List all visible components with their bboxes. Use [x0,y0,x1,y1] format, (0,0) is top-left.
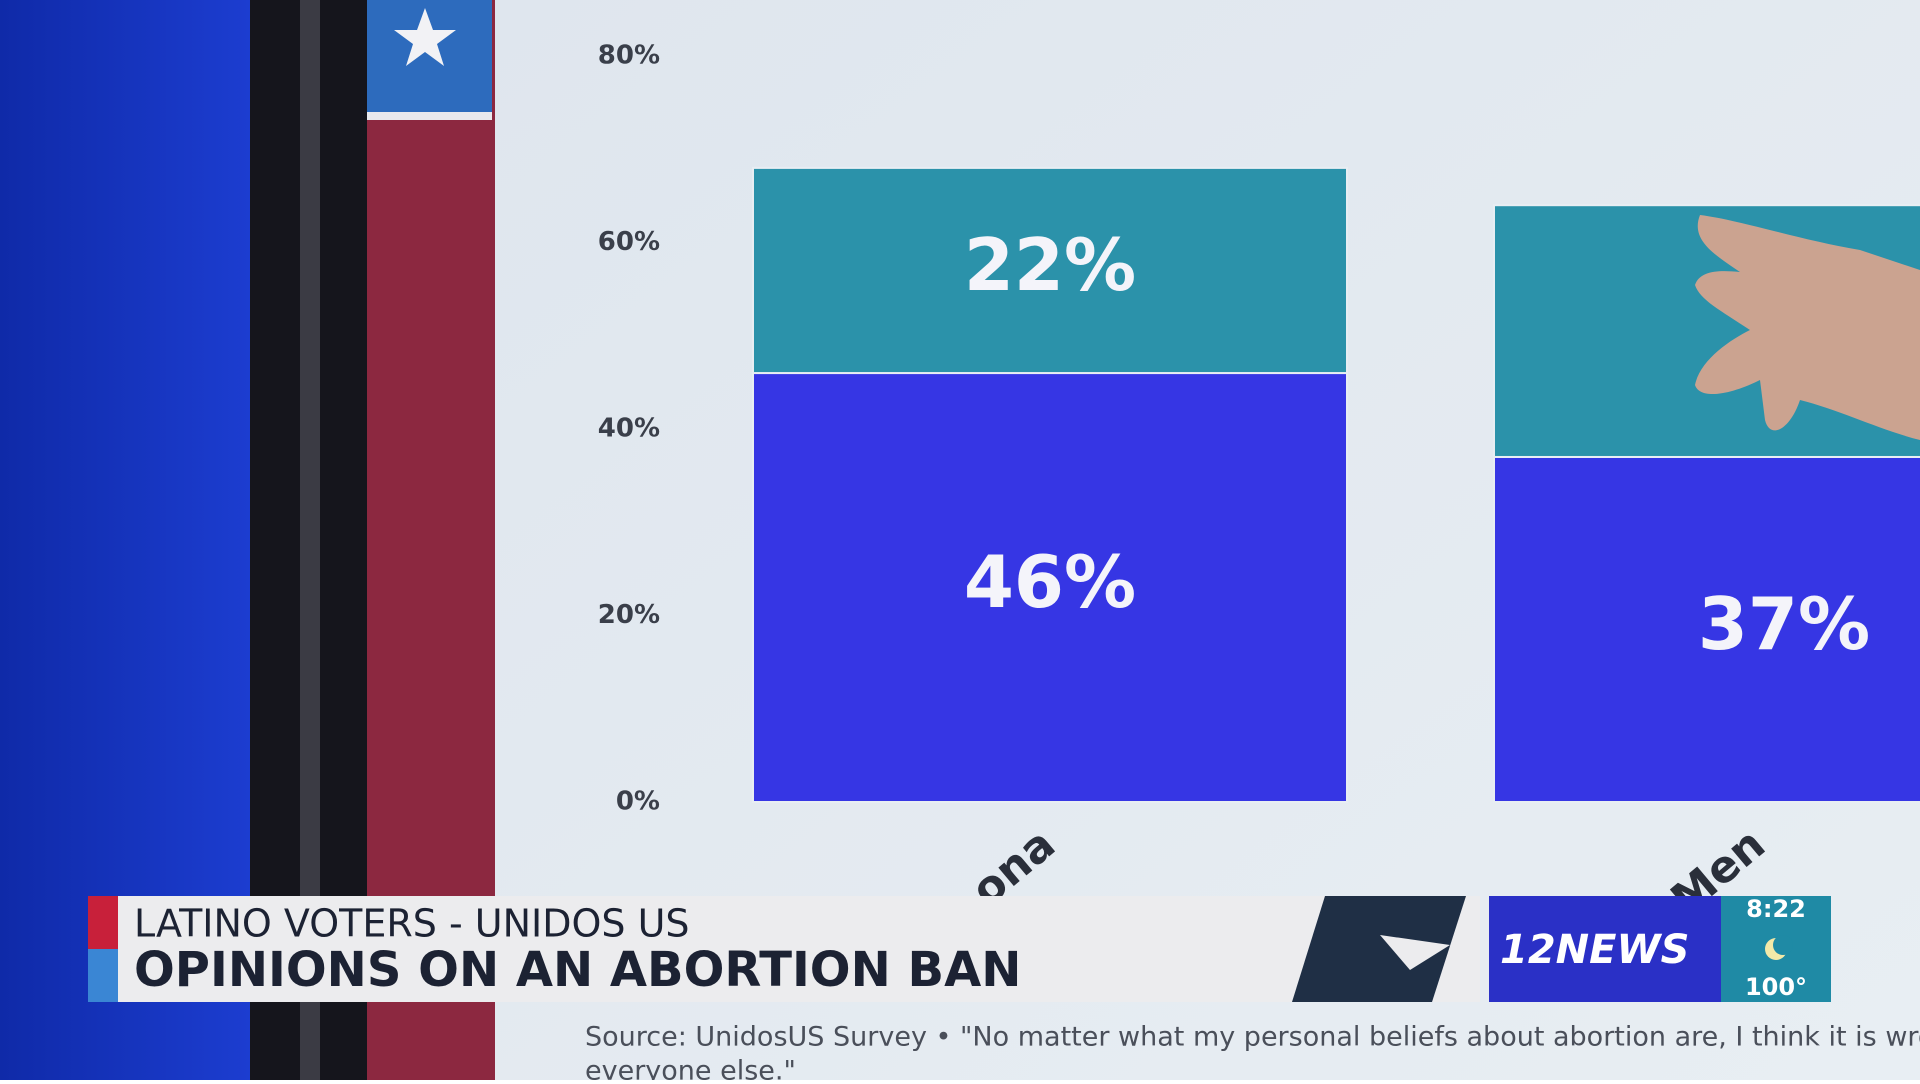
y-tick-label: 60% [598,227,660,257]
lower-third-red [88,896,118,949]
accent-star [1380,935,1450,970]
lower-third-blue [88,949,118,1002]
moon-shade [1773,935,1793,955]
temperature: 100° [1745,973,1807,1001]
bezel-edge [300,0,320,1080]
value-label: 37% [1698,582,1870,666]
source-note-cont: everyone else." [585,1056,796,1081]
chart: 0%20%40%60%80%46% 37%22%ona Men [598,41,1920,925]
kicker: LATINO VOTERS - UNIDOS US [134,902,690,946]
bar-segment [1493,455,1920,803]
value-label: 46% [964,540,1136,624]
value-label: 22% [964,223,1136,307]
station-logo: 12NEWS [1500,927,1689,973]
y-tick-label: 0% [616,787,660,817]
y-tick-label: 40% [598,414,660,444]
bar-segment [752,166,1348,375]
blue-panel [367,0,492,116]
station-logo-box [1489,896,1721,1002]
panel-stripe [367,112,492,120]
star [394,8,456,66]
clock: 8:22 [1746,895,1806,923]
y-tick-label: 20% [598,600,660,630]
y-tick-label: 80% [598,41,660,71]
presenter-hand [1695,215,1920,440]
lower-third-accent [1292,896,1466,1002]
source-note: Source: UnidosUS Survey • "No matter wha… [585,1022,1920,1053]
bar-segment [752,372,1348,803]
lower-third [88,896,1480,1002]
headline: OPINIONS ON AN ABORTION BAN [134,942,1021,998]
